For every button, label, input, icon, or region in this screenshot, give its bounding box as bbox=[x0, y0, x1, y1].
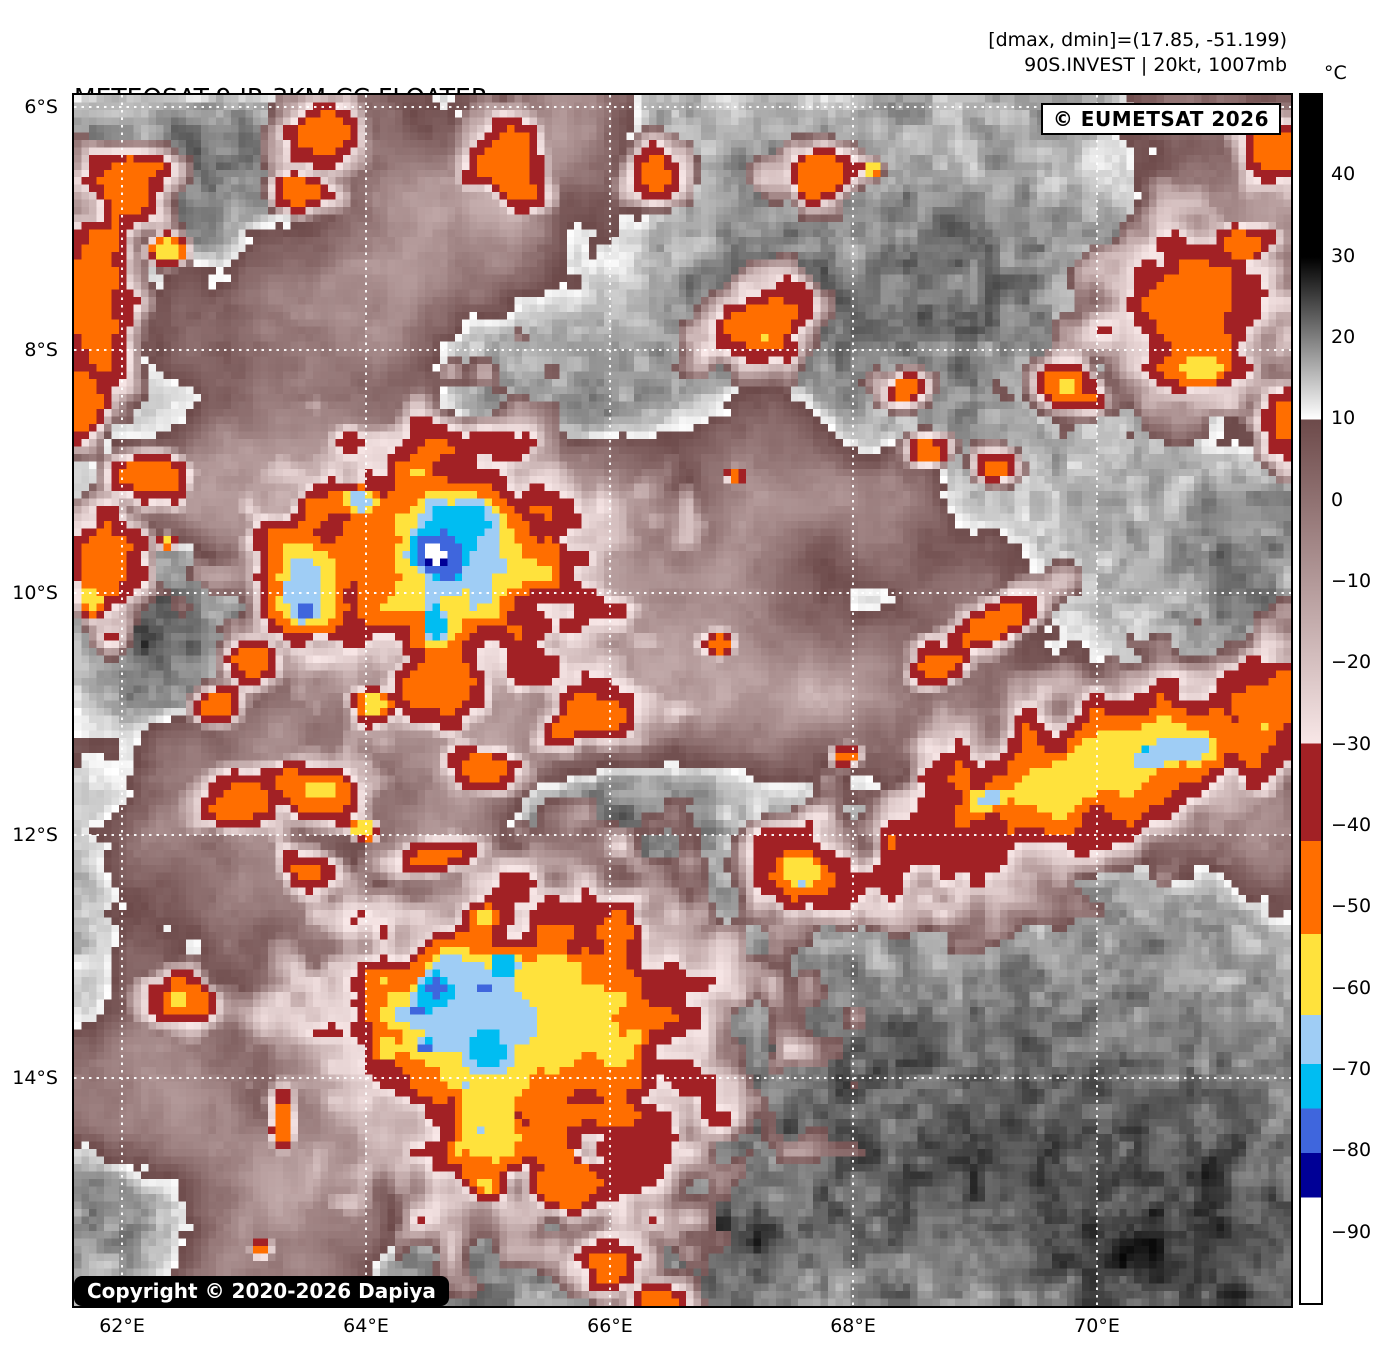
colorbar-tick-40: 40 bbox=[1331, 163, 1356, 186]
colorbar-tick-0: 0 bbox=[1331, 488, 1344, 511]
colorbar-tick--20: −20 bbox=[1331, 651, 1372, 674]
colorbar-tick--10: −10 bbox=[1331, 570, 1372, 593]
colorbar-tick--70: −70 bbox=[1331, 1058, 1372, 1081]
y-axis-label-6°S: 6°S bbox=[24, 95, 58, 118]
x-axis-label-68°E: 68°E bbox=[830, 1315, 876, 1337]
eumetsat-watermark: © EUMETSAT 2026 bbox=[1040, 103, 1281, 135]
colorbar-unit-label: °C bbox=[1324, 62, 1347, 84]
y-axis-label-8°S: 8°S bbox=[24, 338, 58, 361]
x-axis-label-66°E: 66°E bbox=[587, 1315, 633, 1337]
x-axis-label-64°E: 64°E bbox=[343, 1315, 389, 1337]
colorbar-tick--40: −40 bbox=[1331, 814, 1372, 837]
colorbar-tick--50: −50 bbox=[1331, 895, 1372, 918]
colorbar-tick-20: 20 bbox=[1331, 326, 1356, 349]
dmax-dmin-readout: [dmax, dmin]=(17.85, -51.199) bbox=[988, 29, 1287, 51]
colorbar-tick--90: −90 bbox=[1331, 1220, 1372, 1243]
satellite-map: © EUMETSAT 2026 Copyright © 2020-2026 Da… bbox=[72, 93, 1293, 1308]
satellite-canvas bbox=[74, 95, 1291, 1306]
colorbar-tick-10: 10 bbox=[1331, 407, 1356, 430]
colorbar-tick-30: 30 bbox=[1331, 244, 1356, 267]
storm-status-readout: 90S.INVEST | 20kt, 1007mb bbox=[1024, 54, 1287, 76]
x-axis-label-70°E: 70°E bbox=[1074, 1315, 1120, 1337]
info-block: [dmax, dmin]=(17.85, -51.199) 90S.INVEST… bbox=[988, 28, 1287, 78]
y-axis-label-14°S: 14°S bbox=[12, 1067, 58, 1089]
y-axis-label-10°S: 10°S bbox=[12, 581, 58, 604]
colorbar-tick--60: −60 bbox=[1331, 976, 1372, 999]
colorbar-tick--80: −80 bbox=[1331, 1139, 1372, 1162]
y-axis-label-12°S: 12°S bbox=[12, 824, 58, 846]
copyright-badge: Copyright © 2020-2026 Dapiya bbox=[74, 1276, 449, 1306]
colorbar-tick--30: −30 bbox=[1331, 732, 1372, 755]
x-axis-label-62°E: 62°E bbox=[99, 1315, 145, 1337]
colorbar bbox=[1299, 93, 1323, 1305]
